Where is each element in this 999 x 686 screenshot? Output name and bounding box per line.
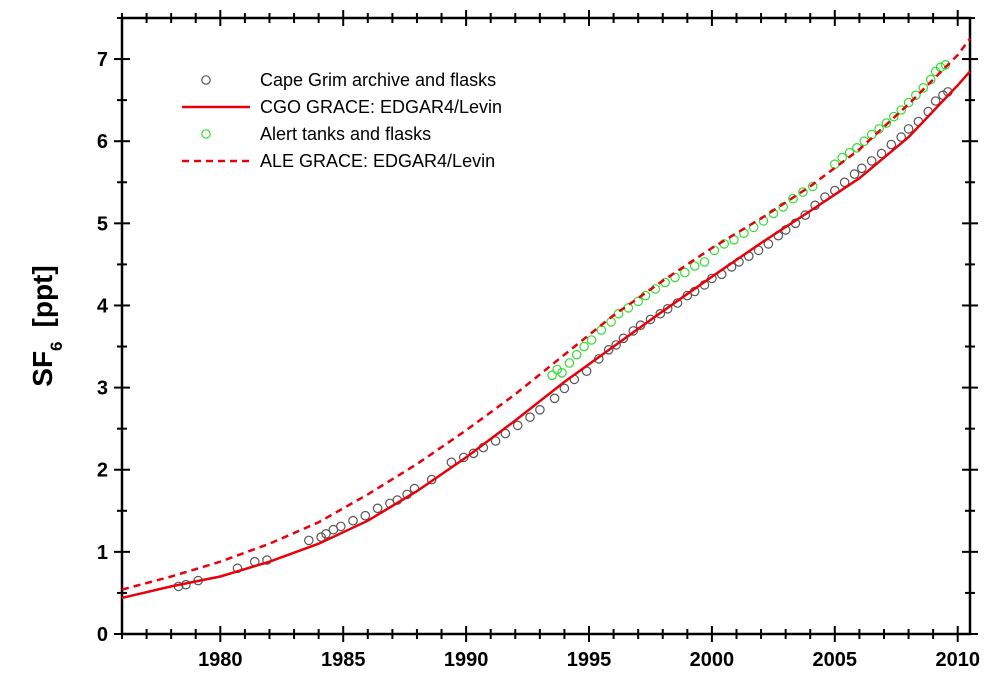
alert-tanks-and-flasks-point [888, 111, 899, 122]
legend: Cape Grim archive and flasks CGO GRACE: E… [182, 70, 502, 171]
y-axis-ticks: 0 1 2 3 4 5 6 7 [97, 17, 978, 646]
alert-tanks-and-flasks-point [680, 267, 690, 278]
alert-tanks-and-flasks-point [564, 358, 575, 368]
cape-grim-archive-and-flasks-point [800, 210, 811, 220]
y-tick-label: 3 [97, 378, 108, 400]
y-tick-label: 7 [97, 49, 108, 71]
cape-grim-archive-and-flasks-point [903, 124, 914, 134]
alert-tanks-and-flasks-point [606, 317, 616, 327]
legend-label: Cape Grim archive and flasks [260, 70, 496, 90]
legend-item-3: Alert tanks and flasks [201, 124, 431, 144]
y-tick-label: 0 [97, 624, 108, 646]
cape-grim-archive-and-flasks-point [360, 510, 371, 521]
alert-tanks-and-flasks-point [911, 90, 921, 100]
cape-grim-archive-and-flasks-point [628, 326, 639, 336]
legend-marker-swatch [201, 129, 211, 139]
alert-tanks-and-flasks-point [579, 341, 589, 352]
cape-grim-archive-and-flasks-point [525, 412, 535, 422]
y-tick-label: 4 [97, 295, 109, 317]
cape-grim-archive-and-flasks-point [611, 340, 621, 350]
alert-tanks-and-flasks-point [596, 325, 607, 335]
alert-tanks-and-flasks-point [689, 261, 700, 271]
cape-grim-archive-and-flasks-point [839, 177, 850, 188]
y-tick-label: 2 [97, 460, 108, 482]
cape-grim-archive-and-flasks-point [559, 383, 570, 394]
x-axis-ticks: 1980 1985 1990 1995 2000 2005 2010 [121, 10, 980, 671]
legend-marker-swatch [201, 75, 211, 85]
alert-tanks-and-flasks-point [918, 83, 929, 93]
cgo-grace-edgar4-levin-line [121, 70, 971, 600]
cape-grim-archive-and-flasks-point [645, 314, 656, 325]
cape-grim-archive-and-flasks-point [348, 515, 358, 526]
x-tick-label: 1990 [444, 649, 489, 671]
alert-tanks-and-flasks-point [788, 193, 798, 204]
series-layer [121, 37, 972, 600]
alert-tanks-and-flasks-point [798, 187, 808, 197]
alert-tanks-and-flasks-point [586, 335, 597, 345]
alert-tanks-and-flasks-point [837, 152, 847, 163]
cape-grim-archive-and-flasks-point [662, 303, 673, 314]
alert-tanks-and-flasks-point [896, 105, 906, 115]
cape-grim-archive-and-flasks-point [856, 163, 867, 174]
x-tick-label: 2005 [813, 649, 858, 671]
alert-tanks-and-flasks-point [623, 303, 634, 313]
legend-label: ALE GRACE: EDGAR4/Levin [260, 151, 495, 171]
alert-tanks-and-flasks-point [547, 370, 557, 381]
x-tick-label: 1985 [321, 649, 366, 671]
y-axis-label-subscript: 6 [47, 341, 66, 350]
x-tick-label: 2000 [690, 649, 735, 671]
legend-label: CGO GRACE: EDGAR4/Levin [260, 97, 502, 117]
alert-tanks-and-flasks-point [552, 364, 562, 375]
x-tick-label: 2010 [935, 649, 980, 671]
alert-tanks-and-flasks-point [557, 367, 567, 378]
cape-grim-archive-and-flasks-point [549, 393, 560, 404]
y-axis-label-species: SF [27, 351, 58, 387]
legend-item-1: Cape Grim archive and flasks [201, 70, 496, 90]
alert-tanks-and-flasks-point [881, 118, 892, 128]
alert-tanks-and-flasks-point [874, 124, 884, 134]
cape-grim-archive-and-flasks-point [618, 333, 629, 344]
y-tick-label: 6 [97, 131, 108, 153]
cape-grim-archive-and-flasks-point [321, 528, 331, 539]
cape-grim-archive-and-flasks-point [603, 344, 614, 355]
y-tick-label: 5 [97, 213, 108, 235]
x-tick-label: 1995 [567, 649, 612, 671]
cape-grim-archive-and-flasks-point [886, 139, 897, 150]
cape-grim-archive-and-flasks-point [303, 535, 314, 546]
legend-item-4: ALE GRACE: EDGAR4/Levin [182, 151, 495, 171]
cape-grim-archive-and-flasks-point [866, 156, 877, 166]
alert-tanks-and-flasks-point [903, 97, 914, 108]
legend-item-2: CGO GRACE: EDGAR4/Levin [182, 97, 502, 117]
y-axis-label-unit: [ppt] [27, 265, 58, 327]
ale-grace-edgar4-levin-line [121, 37, 972, 591]
cape-grim-archive-and-flasks-point [535, 404, 545, 415]
alert-tanks-and-flasks-point [807, 181, 818, 192]
alert-tanks-and-flasks-point [829, 159, 840, 169]
cape-grim-archive-and-flasks-point [849, 169, 860, 179]
cape-grim-archive-and-flasks-point [896, 132, 906, 142]
y-tick-label: 1 [97, 542, 108, 564]
cape-grim-archive-and-flasks-point [512, 420, 523, 431]
x-tick-label: 1980 [198, 649, 243, 671]
cape-grim-archive-and-flasks-point [335, 521, 346, 532]
cape-grim-archive-and-flasks-point [655, 308, 666, 319]
alert-tanks-and-flasks-point [699, 257, 710, 267]
cape-grim-archive-and-flasks-point [372, 503, 383, 514]
alert-tanks-and-flasks-point [670, 272, 680, 283]
y-axis-label: SF6 [ppt] [27, 265, 66, 386]
cape-grim-archive-and-flasks-point [468, 448, 479, 459]
cape-grim-archive-and-flasks-point [876, 148, 887, 159]
alert-tanks-and-flasks-point [571, 349, 582, 360]
legend-label: Alert tanks and flasks [260, 124, 431, 144]
plot-area-frame [120, 16, 972, 636]
axes: 1980 1985 1990 1995 2000 2005 2010 0 1 2 3 4 5 6 7 [97, 10, 980, 671]
cape-grim-archive-and-flasks-point [930, 96, 941, 106]
